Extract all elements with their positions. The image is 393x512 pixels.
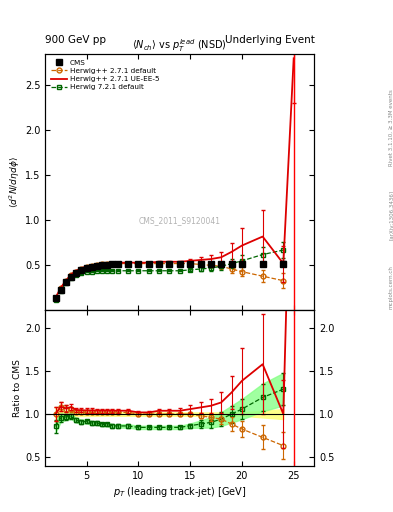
Text: Underlying Event: Underlying Event [224, 35, 314, 45]
Text: [arXiv:1306.3436]: [arXiv:1306.3436] [389, 190, 393, 240]
X-axis label: $p_{T}$ (leading track-jet) [GeV]: $p_{T}$ (leading track-jet) [GeV] [113, 485, 246, 499]
Text: mcplots.cern.ch: mcplots.cern.ch [389, 265, 393, 309]
Y-axis label: Ratio to CMS: Ratio to CMS [13, 359, 22, 417]
Text: 900 GeV pp: 900 GeV pp [45, 35, 106, 45]
Y-axis label: $\langle d^{2}N/d\eta d\phi \rangle$: $\langle d^{2}N/d\eta d\phi \rangle$ [7, 156, 22, 208]
Text: CMS_2011_S9120041: CMS_2011_S9120041 [139, 216, 221, 225]
Text: Rivet 3.1.10, ≥ 3.3M events: Rivet 3.1.10, ≥ 3.3M events [389, 90, 393, 166]
Legend: CMS, Herwig++ 2.7.1 default, Herwig++ 2.7.1 UE-EE-5, Herwig 7.2.1 default: CMS, Herwig++ 2.7.1 default, Herwig++ 2.… [49, 57, 162, 93]
Title: $\langle N_{ch}\rangle$ vs $p_T^{lead}$ (NSD): $\langle N_{ch}\rangle$ vs $p_T^{lead}$ … [132, 37, 227, 54]
